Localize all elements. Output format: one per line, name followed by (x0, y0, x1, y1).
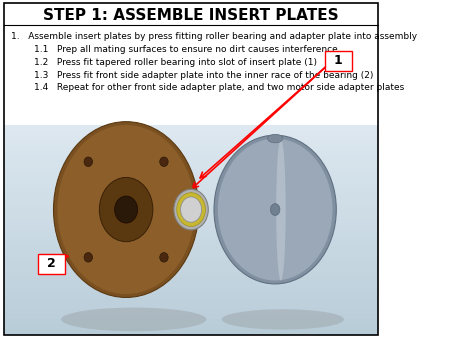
Bar (4, 125, 378, 130)
Text: 2: 2 (47, 257, 56, 270)
Bar (4, 146, 378, 151)
Text: 1.4   Repeat for other front side adapter plate, and two motor side adapter plat: 1.4 Repeat for other front side adapter … (11, 83, 405, 93)
Ellipse shape (57, 125, 195, 294)
Bar (4, 136, 378, 141)
Bar (4, 272, 378, 277)
Ellipse shape (276, 139, 286, 281)
Bar (4, 130, 378, 136)
Ellipse shape (54, 122, 199, 297)
Bar (4, 177, 378, 183)
Text: 1.3   Press fit front side adapter plate into the inner race of the bearing (2): 1.3 Press fit front side adapter plate i… (11, 71, 374, 80)
Bar (4, 214, 378, 219)
Ellipse shape (61, 308, 207, 331)
Text: 1: 1 (334, 54, 342, 67)
Bar (4, 188, 378, 193)
Bar (4, 277, 378, 282)
Bar (4, 240, 378, 245)
Ellipse shape (267, 135, 283, 143)
Ellipse shape (270, 203, 280, 216)
Bar (4, 308, 378, 314)
Bar (4, 314, 378, 319)
Ellipse shape (218, 139, 333, 281)
Bar (4, 156, 378, 162)
Ellipse shape (84, 157, 93, 167)
Bar (4, 251, 378, 256)
Bar (4, 256, 378, 261)
Bar (4, 151, 378, 156)
Bar (4, 267, 378, 272)
Bar (4, 209, 378, 214)
Bar (4, 193, 378, 198)
Text: STEP 1: ASSEMBLE INSERT PLATES: STEP 1: ASSEMBLE INSERT PLATES (43, 8, 339, 23)
Bar (4, 167, 378, 172)
Bar (4, 293, 378, 298)
Bar (4, 224, 378, 230)
Bar (4, 235, 378, 240)
Ellipse shape (84, 252, 93, 262)
Ellipse shape (115, 196, 138, 223)
Ellipse shape (180, 197, 202, 222)
Bar (4, 230, 378, 235)
Text: 1.   Assemble insert plates by press fitting roller bearing and adapter plate in: 1. Assemble insert plates by press fitti… (11, 32, 418, 41)
Ellipse shape (174, 189, 208, 230)
Bar (4, 183, 378, 188)
Bar (4, 329, 378, 335)
Bar (4, 324, 378, 329)
Ellipse shape (160, 252, 168, 262)
Bar (4, 203, 378, 209)
Bar (4, 141, 378, 146)
Bar (4, 172, 378, 177)
FancyBboxPatch shape (38, 254, 65, 274)
Ellipse shape (177, 193, 205, 226)
Bar (4, 162, 378, 167)
Bar (4, 319, 378, 324)
Bar (4, 219, 378, 224)
Ellipse shape (160, 157, 168, 167)
Bar (4, 298, 378, 303)
Bar (4, 245, 378, 251)
Ellipse shape (214, 135, 336, 284)
FancyBboxPatch shape (325, 51, 351, 71)
Bar (4, 282, 378, 287)
Ellipse shape (99, 177, 153, 242)
Bar (4, 198, 378, 203)
Text: 1.2   Press fit tapered roller bearing into slot of insert plate (1): 1.2 Press fit tapered roller bearing int… (11, 58, 317, 67)
Bar (4, 303, 378, 308)
Text: 1.1   Prep all mating surfaces to ensure no dirt causes interference: 1.1 Prep all mating surfaces to ensure n… (11, 45, 338, 54)
Bar (4, 287, 378, 293)
Ellipse shape (222, 309, 344, 330)
Bar (4, 261, 378, 266)
